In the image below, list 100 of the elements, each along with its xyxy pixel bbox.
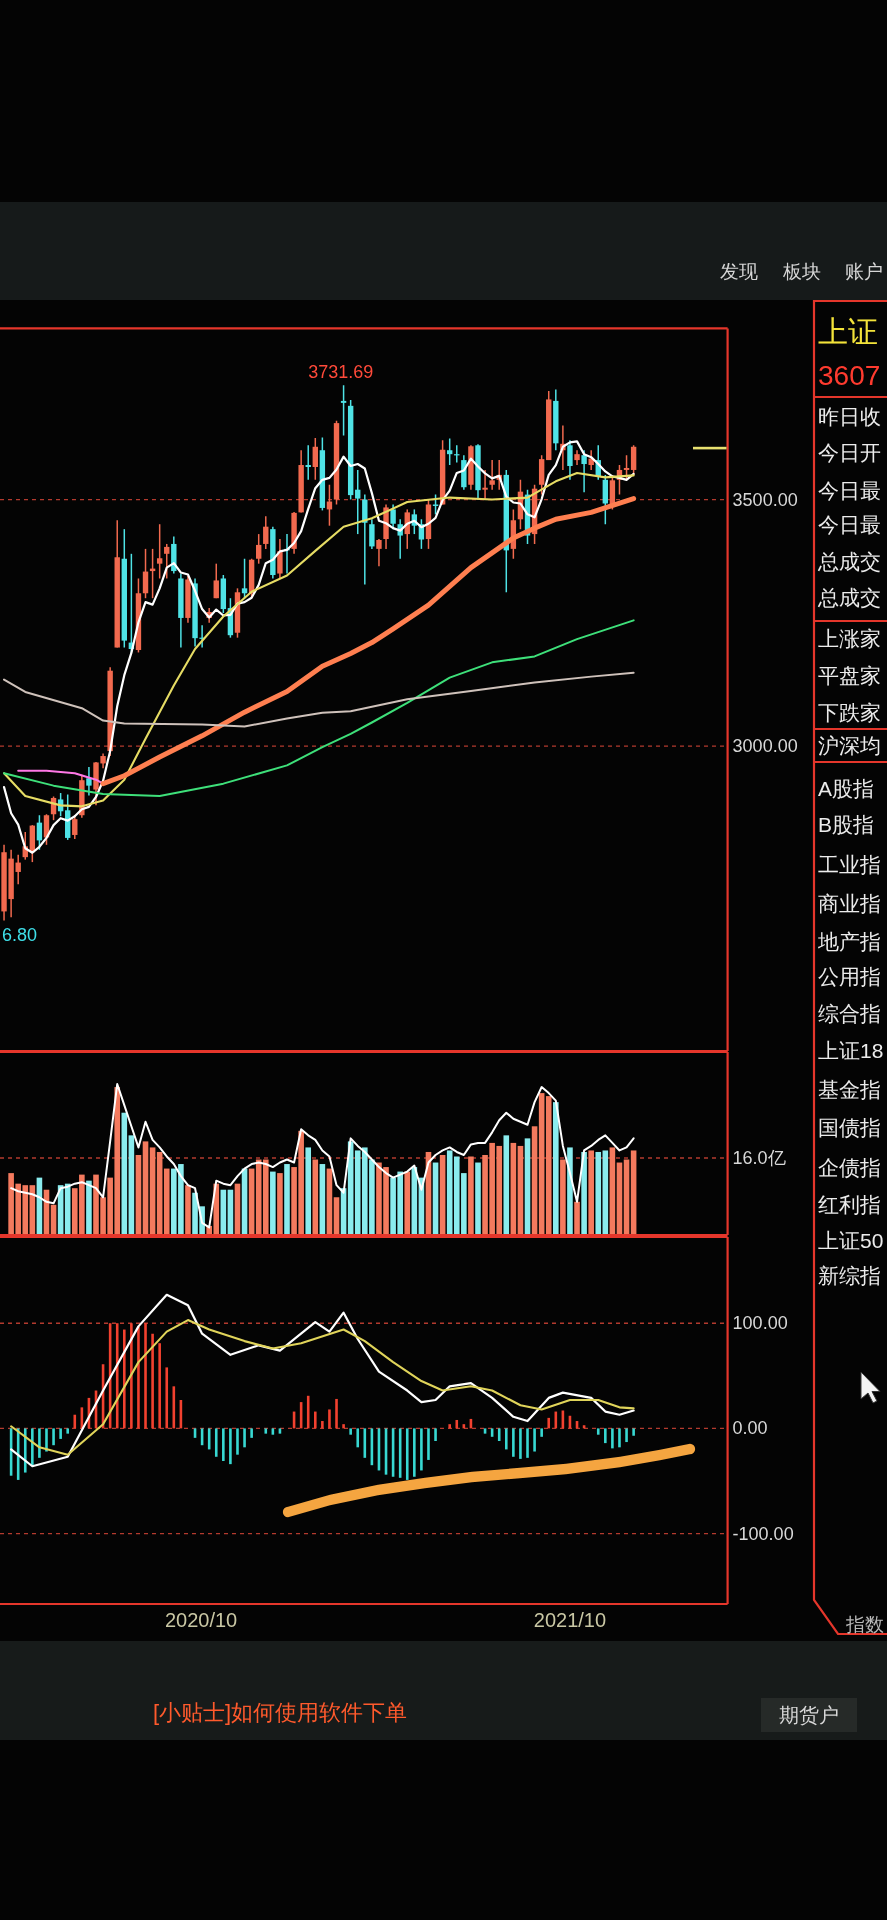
bar: [611, 1428, 614, 1449]
y-tick-label: 100.00: [732, 1313, 788, 1334]
candlestick: [376, 538, 382, 567]
bar: [560, 1159, 566, 1235]
candlestick: [142, 548, 149, 599]
candlestick: [256, 533, 262, 565]
bar: [284, 1164, 290, 1235]
bar: [31, 1428, 34, 1467]
text: 基金指: [818, 1077, 881, 1101]
line-series: [3, 619, 635, 797]
bar: [115, 1323, 119, 1429]
candlestick: [432, 493, 439, 516]
bar: [503, 1135, 510, 1235]
text: 总成交: [817, 549, 881, 573]
text: 上证: [818, 314, 878, 348]
text: 上证50: [818, 1228, 884, 1252]
bar: [604, 1428, 607, 1444]
bar: [264, 1428, 268, 1434]
text: 工业指: [818, 852, 881, 876]
bar: [475, 1162, 481, 1235]
candlestick: [355, 469, 361, 535]
text: 地产指: [817, 929, 881, 953]
bar: [73, 1414, 77, 1429]
y-tick-label: 3500.00: [732, 489, 798, 510]
text: 上涨家: [818, 626, 881, 650]
bar: [547, 1417, 551, 1429]
candlestick: [588, 449, 594, 471]
bar: [404, 1171, 411, 1235]
bar: [270, 1171, 276, 1235]
bar: [130, 1323, 133, 1429]
candlestick: [86, 766, 92, 797]
bar: [45, 1428, 48, 1452]
candlestick: [305, 444, 311, 481]
bar: [588, 1150, 594, 1235]
text: [小贴士]如何使用软件下单: [153, 1699, 408, 1725]
text: 平盘家: [818, 663, 881, 687]
bar: [420, 1428, 423, 1471]
line-series: [10, 1293, 635, 1468]
bar: [306, 1395, 310, 1429]
bar: [59, 1428, 62, 1439]
candlestick: [164, 543, 170, 580]
text: 上证18: [818, 1038, 884, 1062]
annotation: 6.80: [2, 925, 38, 946]
bar: [214, 1428, 218, 1457]
line-series: [10, 1319, 635, 1456]
candlestick: [156, 523, 163, 580]
bar: [52, 1428, 55, 1446]
bar: [567, 1147, 573, 1235]
bar: [185, 1185, 191, 1235]
bar: [581, 1151, 587, 1235]
bar: [468, 1156, 474, 1235]
bar: [413, 1428, 416, 1477]
y-tick-label: 0.00: [732, 1418, 768, 1439]
bar: [512, 1428, 515, 1457]
bar: [328, 1409, 331, 1429]
bar: [236, 1428, 239, 1455]
bar: [455, 1419, 459, 1429]
bar: [123, 1329, 126, 1429]
candlestick: [482, 469, 488, 501]
bar: [222, 1428, 225, 1461]
x-tick-label: 2021/10: [533, 1609, 607, 1631]
text: 下跌家: [818, 700, 881, 724]
bar: [434, 1428, 437, 1442]
annotation: 3731.69: [308, 362, 374, 383]
text: 3607: [818, 359, 881, 391]
candlestick: [369, 518, 375, 550]
bar: [427, 1428, 430, 1460]
bar: [305, 1147, 312, 1235]
bar: [540, 1428, 543, 1437]
bar: [144, 1323, 147, 1429]
x-tick-label: 2020/10: [164, 1609, 238, 1631]
candlestick: [581, 449, 587, 493]
text: 公用指: [818, 964, 881, 988]
bar: [342, 1424, 345, 1429]
bar: [356, 1428, 360, 1448]
bar: [151, 1333, 154, 1429]
bar: [250, 1428, 253, 1438]
line-series: [3, 671, 635, 728]
bar: [625, 1428, 628, 1443]
text: 板块: [782, 260, 821, 282]
candlestick: [72, 814, 78, 840]
text: 今日最: [818, 478, 881, 502]
candlestick: [567, 439, 573, 481]
candlestick: [362, 493, 368, 586]
text: 国债指: [818, 1115, 881, 1139]
bar: [38, 1428, 41, 1458]
candlestick: [390, 503, 396, 530]
text: 今日最: [818, 512, 881, 536]
bar: [313, 1411, 317, 1429]
candlestick: [447, 437, 453, 466]
bar: [121, 1112, 128, 1235]
text: 指数: [845, 1613, 884, 1635]
text: 总成交: [817, 585, 881, 609]
y-tick-label: -100.00: [732, 1523, 794, 1544]
text: 商业指: [818, 891, 881, 915]
candlestick: [241, 557, 248, 599]
candlestick: [340, 384, 347, 437]
bar: [243, 1428, 246, 1448]
bar: [64, 1183, 71, 1235]
candlestick: [630, 444, 637, 476]
